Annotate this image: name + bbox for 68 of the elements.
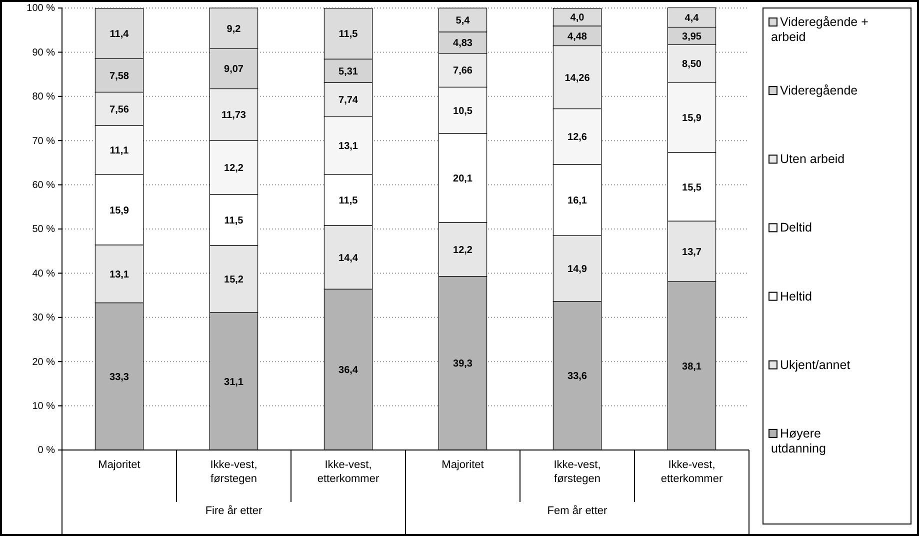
data-label: 7,58 [110, 70, 130, 82]
data-label: 3,95 [682, 31, 702, 42]
data-label: 14,9 [568, 264, 588, 276]
y-tick-label: 80 % [32, 92, 56, 103]
data-label: 7,56 [110, 104, 130, 116]
data-label: 4,0 [570, 12, 585, 24]
data-label: 38,1 [682, 361, 702, 372]
x-tick-label: Majoritet [98, 459, 140, 471]
data-label: 5,4 [456, 15, 470, 26]
data-label: 4,83 [453, 38, 473, 50]
text: Fem år etter [547, 505, 608, 517]
data-label: 36,4 [338, 365, 358, 376]
data-label: 13,7 [682, 246, 702, 258]
legend-label: Uten arbeid [780, 152, 845, 166]
data-label: 10,5 [453, 106, 473, 117]
data-label: 14,4 [338, 252, 358, 264]
data-label: 15,2 [224, 274, 244, 286]
legend-label: Høyere utdanning [771, 426, 826, 456]
data-label: 7,74 [338, 95, 358, 106]
data-label: 11,73 [222, 110, 246, 122]
data-label: 15,9 [682, 112, 702, 124]
data-label: 11,4 [110, 28, 130, 40]
data-label: 14,26 [564, 72, 590, 84]
x-tick-label: Majoritet [442, 459, 484, 471]
legend-label: Videregående + arbeid [771, 15, 868, 44]
data-label: 12,6 [568, 132, 588, 144]
data-label: 12,2 [224, 163, 244, 174]
data-label: 7,66 [453, 66, 473, 77]
data-label: 11,1 [110, 146, 130, 157]
data-label: 20,1 [453, 173, 473, 184]
data-label: 39,3 [453, 358, 473, 370]
y-tick-label: 60 % [32, 180, 56, 191]
data-label: 15,5 [682, 182, 702, 194]
data-label: 16,1 [568, 196, 588, 207]
data-label: 13,1 [110, 269, 130, 280]
data-label: 31,1 [224, 376, 244, 388]
y-tick-label: 50 % [32, 224, 56, 236]
y-tick-label: 100 % [26, 3, 56, 14]
data-label: 5,31 [338, 66, 358, 78]
data-label: 8,50 [682, 58, 702, 70]
data-label: 4,48 [568, 31, 588, 42]
data-label: 12,2 [453, 244, 473, 256]
data-label: 11,5 [338, 196, 358, 207]
data-label: 13,1 [338, 141, 358, 152]
x-tick-label: Ikke-vest, etterkommer [317, 459, 380, 485]
y-tick-label: 90 % [32, 47, 56, 58]
data-label: 9,07 [224, 64, 244, 76]
y-tick-label: 0 % [38, 445, 56, 456]
data-label: 33,3 [110, 372, 130, 383]
legend-label: Heltid [780, 289, 812, 304]
data-label: 33,6 [568, 371, 588, 382]
x-tick-label: Ikke-vest, førstegen [554, 459, 601, 485]
x-tick-label: Ikke-vest, førstegen [210, 459, 258, 485]
y-tick-label: 40 % [32, 268, 56, 280]
text: Fire år etter [205, 505, 263, 517]
legend-label: Deltid [780, 220, 812, 235]
legend-label: Videregående [780, 84, 858, 98]
y-tick-label: 20 % [32, 356, 56, 368]
data-label: 15,9 [110, 205, 130, 216]
x-tick-label: Ikke-vest, etterkommer [660, 459, 723, 485]
legend-label: Ukjent/annet [780, 358, 851, 372]
y-tick-label: 10 % [32, 401, 56, 412]
data-label: 4,4 [684, 13, 700, 24]
data-label: 11,5 [338, 29, 358, 40]
y-tick-label: 70 % [32, 136, 56, 147]
data-label: 11,5 [224, 215, 244, 226]
data-label: 9,2 [226, 24, 242, 35]
y-tick-label: 30 % [32, 312, 56, 324]
